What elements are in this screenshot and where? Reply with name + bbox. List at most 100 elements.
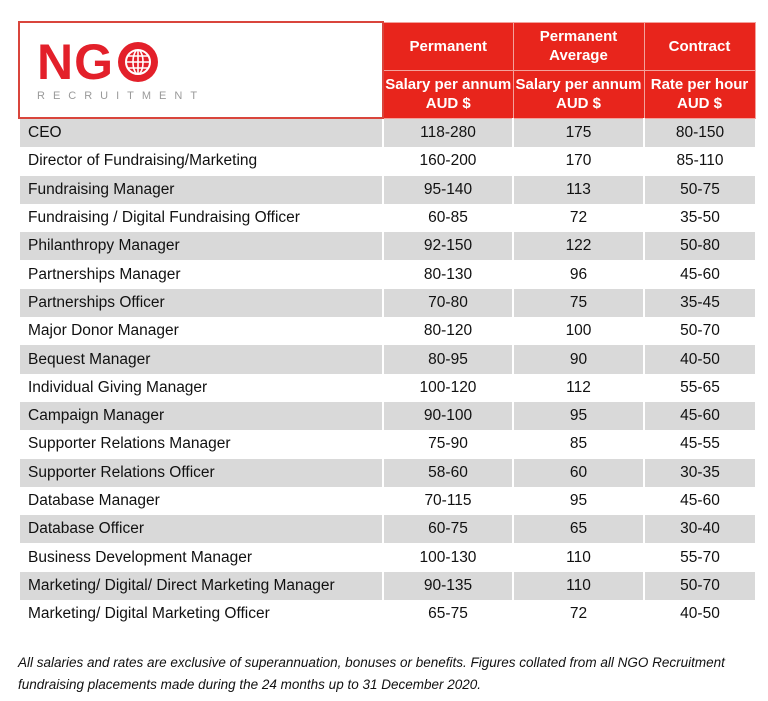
average-cell: 110 [512,571,644,601]
role-cell: Supporter Relations Officer [18,458,383,487]
role-cell: Campaign Manager [18,401,383,431]
contract-cell: 50-75 [643,175,755,204]
role-cell: Partnerships Manager [18,260,383,289]
contract-cell: 50-70 [643,317,755,346]
role-cell: Bequest Manager [18,345,383,374]
salary-table-container: NG RECRUITMENT Permanent Permanent Avera… [18,21,756,629]
permanent-cell: 90-135 [382,571,513,601]
footnote: All salaries and rates are exclusive of … [18,655,725,692]
table-row: Database Manager 70-115 95 45-60 [18,486,755,516]
table-row: Supporter Relations Officer 58-60 60 30-35 [18,458,755,487]
contract-cell: 85-110 [643,147,755,176]
role-cell: Marketing/ Digital Marketing Officer [18,600,383,629]
header-contract: Contract [643,21,756,71]
role-cell: Business Development Manager [18,543,383,572]
table-row: Marketing/ Digital/ Direct Marketing Man… [18,571,755,601]
contract-cell: 55-70 [643,543,755,572]
average-cell: 110 [512,543,644,572]
contract-cell: 35-50 [643,203,755,233]
contract-cell: 45-60 [643,486,755,516]
table-row: Director of Fundraising/Marketing 160-200… [18,147,755,176]
table-row: Marketing/ Digital Marketing Officer 65-7… [18,600,755,629]
role-cell: Fundraising / Digital Fundraising Office… [18,203,383,233]
salary-table: NG RECRUITMENT Permanent Permanent Avera… [18,21,756,629]
average-cell: 85 [512,430,644,459]
average-cell: 95 [512,401,644,431]
permanent-cell: 118-280 [382,118,513,148]
permanent-cell: 75-90 [382,430,513,459]
permanent-cell: 95-140 [382,175,513,204]
average-cell: 75 [512,288,644,318]
role-cell: Philanthropy Manager [18,232,383,261]
permanent-cell: 80-130 [382,260,513,289]
permanent-cell: 90-100 [382,401,513,431]
contract-cell: 30-35 [643,458,755,487]
table-row: CEO 118-280 175 80-150 [18,118,755,148]
header-permanent-average: Permanent Average [512,21,645,71]
subheader-contract: Rate per hour AUD $ [643,69,756,119]
table-row: Partnerships Officer 70-80 75 35-45 [18,288,755,318]
average-cell: 170 [512,147,644,176]
role-cell: Fundraising Manager [18,175,383,204]
contract-cell: 50-70 [643,571,755,601]
role-cell: Director of Fundraising/Marketing [18,147,383,176]
contract-cell: 80-150 [643,118,755,148]
permanent-cell: 100-120 [382,373,513,402]
average-cell: 95 [512,486,644,516]
permanent-cell: 70-115 [382,486,513,516]
role-cell: Individual Giving Manager [18,373,383,402]
contract-cell: 40-50 [643,345,755,374]
average-cell: 60 [512,458,644,487]
globe-icon [118,42,158,82]
permanent-cell: 60-75 [382,515,513,544]
contract-cell: 55-65 [643,373,755,402]
average-cell: 90 [512,345,644,374]
contract-cell: 40-50 [643,600,755,629]
permanent-cell: 60-85 [382,203,513,233]
average-cell: 65 [512,515,644,544]
header-permanent: Permanent [382,21,514,71]
average-cell: 112 [512,373,644,402]
table-row: Campaign Manager 90-100 95 45-60 [18,401,755,431]
average-cell: 122 [512,232,644,261]
average-cell: 96 [512,260,644,289]
average-cell: 72 [512,203,644,233]
permanent-cell: 58-60 [382,458,513,487]
table-row: Individual Giving Manager 100-120 112 55-65 [18,373,755,402]
subheader-permanent-average: Salary per annum AUD $ [512,69,645,119]
role-cell: Supporter Relations Manager [18,430,383,459]
average-cell: 175 [512,118,644,148]
average-cell: 72 [512,600,644,629]
contract-cell: 50-80 [643,232,755,261]
contract-cell: 45-60 [643,260,755,289]
permanent-cell: 70-80 [382,288,513,318]
role-cell: Marketing/ Digital/ Direct Marketing Man… [18,571,383,601]
table-row: Philanthropy Manager 92-150 122 50-80 [18,232,755,261]
table-row: Business Development Manager 100-130 110 55… [18,543,755,572]
logo-subtext: RECRUITMENT [37,90,206,102]
permanent-cell: 80-95 [382,345,513,374]
contract-cell: 45-60 [643,401,755,431]
contract-cell: 35-45 [643,288,755,318]
subheader-permanent: Salary per annum AUD $ [382,69,514,119]
average-cell: 100 [512,317,644,346]
role-cell: Major Donor Manager [18,317,383,346]
table-row: Bequest Manager 80-95 90 40-50 [18,345,755,374]
table-row: Fundraising / Digital Fundraising Office… [18,203,755,233]
role-cell: Database Officer [18,515,383,544]
permanent-cell: 92-150 [382,232,513,261]
role-cell: Database Manager [18,486,383,516]
role-cell: Partnerships Officer [18,288,383,318]
table-row: Fundraising Manager 95-140 113 50-75 [18,175,755,204]
logo: NG [37,37,160,87]
logo-cell: NG RECRUITMENT [18,21,384,119]
table-row: Supporter Relations Manager 75-90 85 45-55 [18,430,755,459]
contract-cell: 45-55 [643,430,755,459]
permanent-cell: 160-200 [382,147,513,176]
permanent-cell: 100-130 [382,543,513,572]
table-row: Database Officer 60-75 65 30-40 [18,515,755,544]
table-row: Major Donor Manager 80-120 100 50-70 [18,317,755,346]
table-row: Partnerships Manager 80-130 96 45-60 [18,260,755,289]
permanent-cell: 65-75 [382,600,513,629]
contract-cell: 30-40 [643,515,755,544]
